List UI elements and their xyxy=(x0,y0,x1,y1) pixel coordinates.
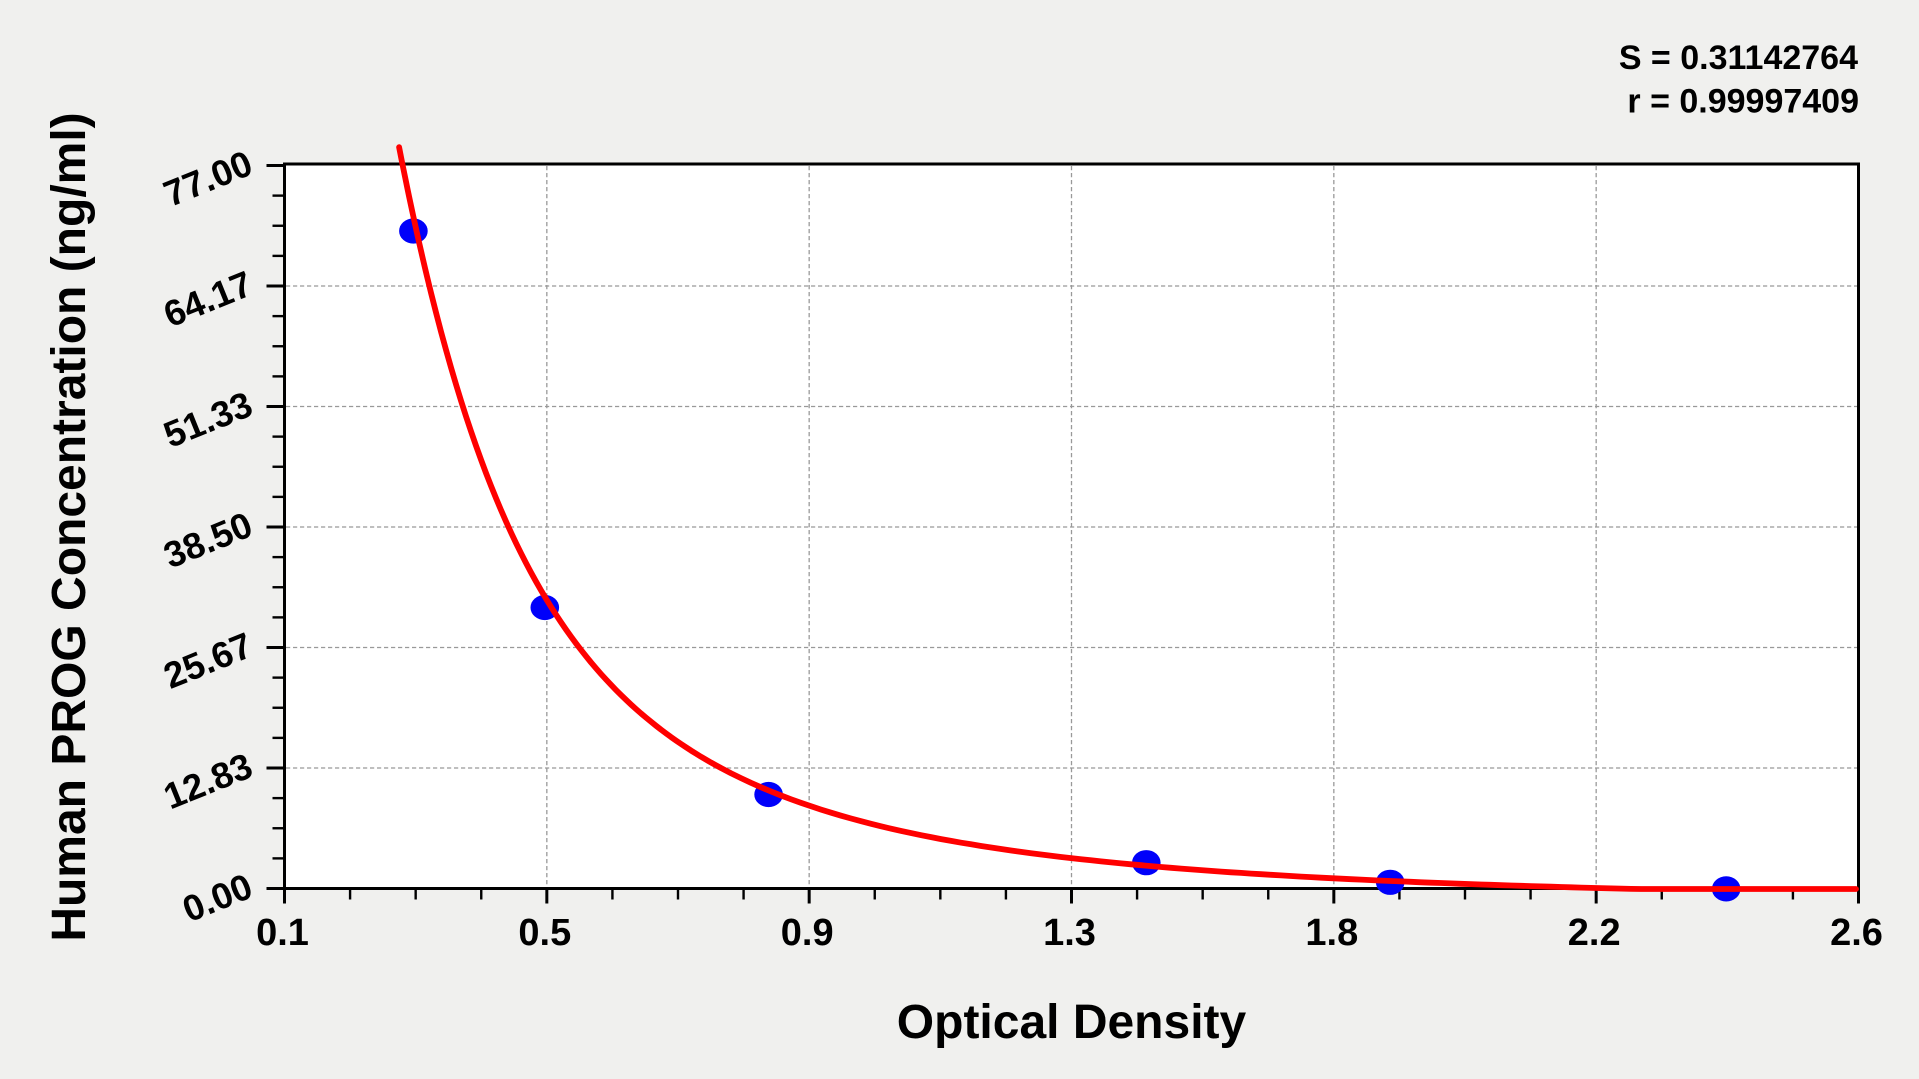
svg-text:1.8: 1.8 xyxy=(1305,912,1358,954)
svg-text:2.2: 2.2 xyxy=(1568,912,1621,954)
svg-text:r = 0.99997409: r = 0.99997409 xyxy=(1627,83,1859,121)
svg-text:1.3: 1.3 xyxy=(1043,912,1096,954)
svg-text:S = 0.31142764: S = 0.31142764 xyxy=(1619,39,1858,77)
svg-text:0.9: 0.9 xyxy=(781,912,834,954)
svg-text:2.6: 2.6 xyxy=(1830,912,1883,954)
svg-text:0.5: 0.5 xyxy=(518,912,571,954)
svg-text:Optical Density: Optical Density xyxy=(897,996,1247,1049)
svg-text:Human PROG Concentration (ng/m: Human PROG Concentration (ng/ml) xyxy=(43,112,96,941)
svg-text:0.1: 0.1 xyxy=(256,912,309,954)
